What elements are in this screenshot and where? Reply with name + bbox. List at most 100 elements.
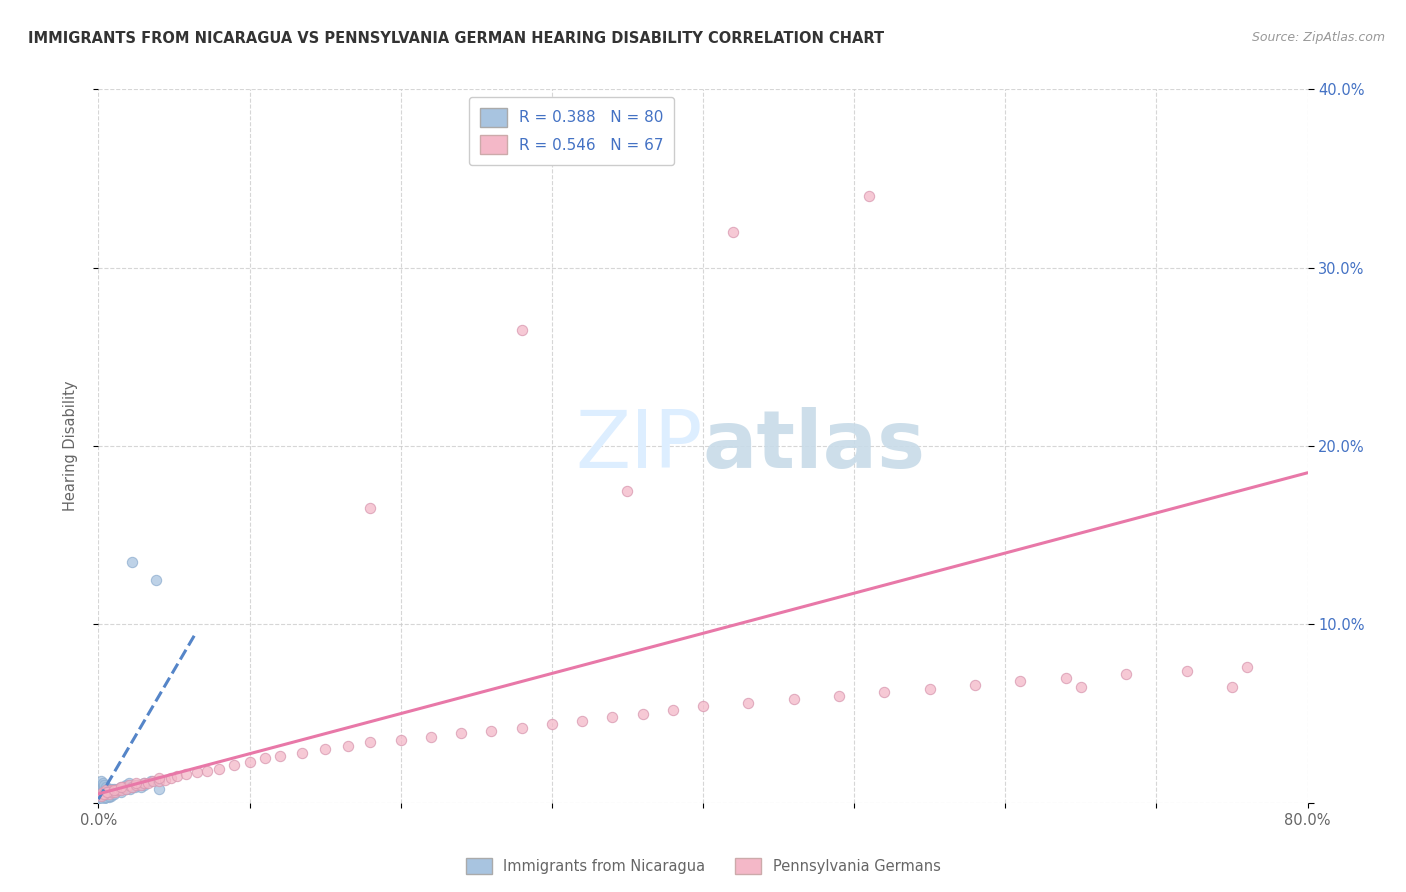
Y-axis label: Hearing Disability: Hearing Disability (63, 381, 77, 511)
Point (90, 789, 112, 803)
Point (91, 792, 114, 806)
Point (132, 776, 155, 790)
Point (94, 780, 117, 794)
Point (631, 706, 654, 721)
Text: ZIP: ZIP (575, 407, 703, 485)
Point (224, 758, 246, 772)
Text: atlas: atlas (703, 407, 927, 485)
Point (91, 790, 114, 805)
Legend: R = 0.388   N = 80, R = 0.546   N = 67: R = 0.388 N = 80, R = 0.546 N = 67 (468, 97, 675, 165)
Point (108, 781, 131, 796)
Point (90, 774, 112, 789)
Point (111, 780, 134, 794)
Point (94, 783, 117, 797)
Point (389, 733, 412, 747)
Point (104, 785, 127, 799)
Point (94, 783, 117, 797)
Point (98, 790, 121, 805)
Point (89, 787, 111, 801)
Point (103, 787, 125, 801)
Point (110, 780, 132, 794)
Point (90, 790, 112, 805)
Point (153, 772, 176, 787)
Point (253, 751, 276, 765)
Point (125, 776, 148, 790)
Point (510, 323, 533, 337)
Point (124, 780, 146, 794)
Point (174, 767, 197, 781)
Legend: Immigrants from Nicaragua, Pennsylvania Germans: Immigrants from Nicaragua, Pennsylvania … (460, 852, 946, 880)
Point (692, 699, 714, 714)
Point (239, 755, 262, 769)
Point (100, 789, 122, 803)
Point (145, 573, 167, 587)
Point (1236, 660, 1258, 674)
Point (1220, 680, 1243, 694)
Point (107, 781, 129, 796)
Point (103, 783, 125, 797)
Point (132, 778, 155, 792)
Point (91, 787, 114, 801)
Point (481, 724, 503, 739)
Point (737, 696, 759, 710)
Point (105, 783, 128, 797)
Point (96, 787, 118, 801)
Point (1070, 680, 1092, 694)
Point (101, 787, 124, 801)
Point (89, 792, 111, 806)
Point (96, 785, 118, 799)
Point (166, 769, 188, 783)
Point (93, 785, 115, 799)
Point (100, 783, 122, 797)
Point (103, 781, 125, 796)
Point (602, 710, 624, 724)
Text: IMMIGRANTS FROM NICARAGUA VS PENNSYLVANIA GERMAN HEARING DISABILITY CORRELATION : IMMIGRANTS FROM NICARAGUA VS PENNSYLVANI… (28, 31, 884, 46)
Point (918, 681, 941, 696)
Point (93, 789, 115, 803)
Point (98, 787, 121, 801)
Point (98, 787, 121, 801)
Point (208, 762, 231, 776)
Point (89, 790, 111, 805)
Point (114, 781, 136, 796)
Point (96, 785, 118, 799)
Point (100, 785, 122, 799)
Point (94, 790, 117, 805)
Point (127, 778, 149, 792)
Point (93, 787, 115, 801)
Point (118, 780, 141, 794)
Point (101, 785, 124, 799)
Point (93, 790, 115, 805)
Point (420, 730, 443, 744)
Point (91, 783, 114, 797)
Point (96, 785, 118, 799)
Point (723, 225, 745, 239)
Point (94, 789, 117, 803)
Point (858, 189, 880, 203)
Point (94, 790, 117, 805)
Point (98, 783, 121, 797)
Point (90, 787, 112, 801)
Point (90, 789, 112, 803)
Point (510, 721, 533, 735)
Point (314, 742, 336, 756)
Point (100, 785, 122, 799)
Point (1010, 674, 1032, 689)
Point (110, 783, 132, 797)
Point (90, 785, 112, 799)
Point (118, 778, 141, 792)
Point (120, 781, 142, 796)
Point (105, 781, 128, 796)
Point (828, 689, 851, 703)
Point (125, 778, 148, 792)
Point (90, 781, 112, 796)
Point (142, 774, 165, 789)
Point (160, 771, 183, 785)
Point (93, 778, 115, 792)
Point (90, 789, 112, 803)
Point (141, 774, 163, 789)
Point (450, 726, 472, 740)
Point (93, 787, 115, 801)
Point (269, 749, 291, 764)
Point (91, 780, 114, 794)
